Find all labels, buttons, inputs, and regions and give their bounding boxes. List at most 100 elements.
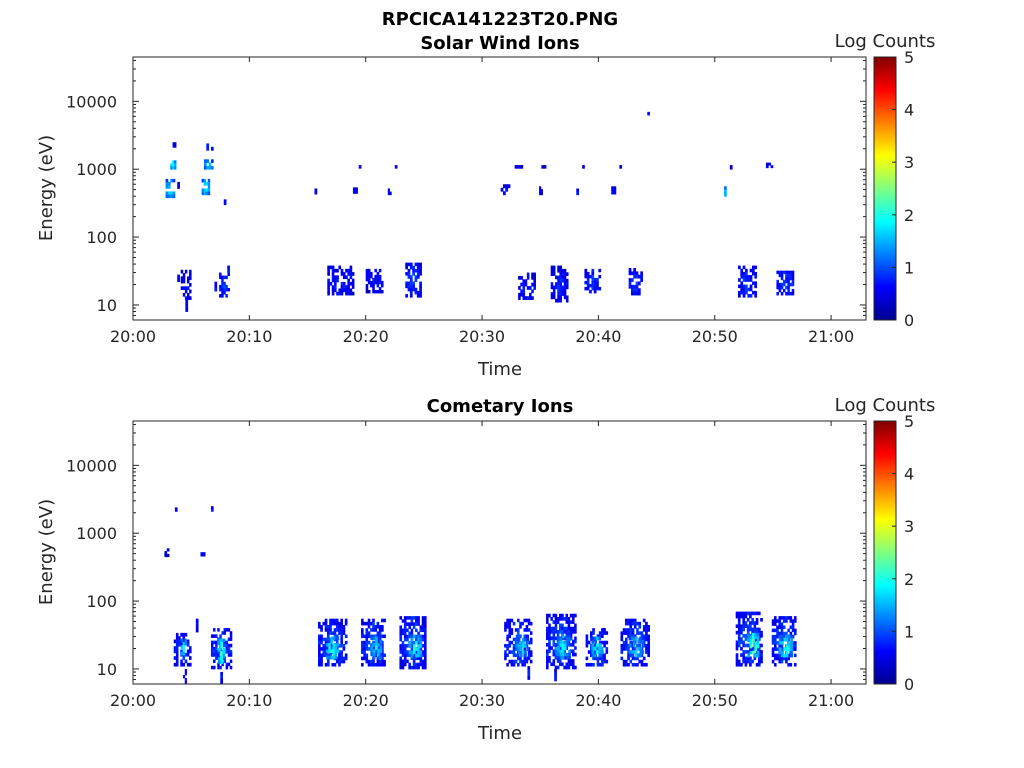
data-cell [214, 284, 218, 289]
data-cell [790, 653, 794, 658]
data-cell [640, 274, 644, 279]
data-cell [500, 187, 504, 192]
data-cell [793, 644, 797, 648]
data-cell [627, 631, 630, 635]
data-cell [751, 271, 755, 276]
data-cell [367, 271, 371, 276]
data-cell [591, 271, 595, 276]
data-cell [383, 618, 386, 623]
data-cell [749, 294, 753, 298]
data-cell [559, 626, 562, 631]
data-cell [622, 659, 626, 664]
data-cell [620, 650, 624, 654]
data-patch [628, 268, 644, 296]
data-cell [334, 646, 338, 650]
data-cell [569, 620, 573, 624]
data-cell [740, 640, 743, 645]
data-cell [603, 640, 606, 645]
data-cell [598, 662, 602, 667]
data-cell [793, 619, 797, 623]
data-cell [791, 276, 795, 281]
data-cell [524, 296, 528, 300]
data-cell [755, 630, 759, 635]
data-cell [751, 635, 755, 640]
data-cell [375, 642, 378, 647]
data-cell [166, 553, 170, 558]
data-cell [589, 274, 592, 279]
data-cell [349, 288, 353, 293]
data-cell [167, 191, 171, 195]
data-cell [522, 637, 525, 642]
data-cell [539, 186, 542, 190]
data-cell [636, 644, 639, 648]
data-cell [506, 644, 509, 648]
data-cell [755, 646, 759, 651]
data-cell [379, 649, 383, 654]
data-cell [409, 290, 413, 295]
data-cell [596, 280, 599, 285]
data-cell [367, 662, 371, 667]
data-cell [352, 190, 356, 194]
data-cell [546, 636, 549, 641]
data-cell [186, 662, 190, 667]
data-cell [523, 628, 527, 632]
data-cell [220, 654, 223, 658]
data-cell [552, 268, 556, 273]
y-tick-label: 100 [86, 592, 117, 611]
data-cell [215, 650, 218, 654]
data-cell [324, 640, 328, 645]
data-cell [515, 644, 519, 648]
data-cell [737, 637, 741, 641]
data-cell [173, 649, 177, 654]
data-cell [630, 278, 634, 282]
data-patch [180, 269, 192, 300]
data-cell [229, 659, 233, 664]
data-cell [647, 650, 650, 654]
data-cell [557, 640, 561, 645]
data-cell [593, 653, 597, 658]
data-cell [561, 623, 564, 628]
data-cell [522, 292, 526, 297]
data-cell [345, 275, 348, 280]
data-cell [773, 644, 777, 648]
data-cell [760, 659, 763, 664]
data-cell [175, 652, 179, 657]
x-axis-label: Time [477, 723, 522, 744]
data-cell [408, 625, 411, 629]
data-cell [334, 655, 338, 660]
data-cell [548, 659, 551, 663]
data-cell [787, 270, 790, 275]
data-cell [783, 647, 787, 652]
colorbar-gradient [873, 420, 897, 685]
data-cell [523, 618, 527, 623]
data-cell [412, 665, 416, 670]
data-cell [182, 641, 185, 646]
data-cell [627, 662, 630, 667]
data-cell [320, 628, 323, 632]
data-cell [185, 302, 189, 306]
data-cell [342, 625, 346, 629]
data-cell [335, 640, 339, 645]
data-cell [347, 278, 350, 283]
data-cell [349, 265, 353, 270]
data-cell [188, 649, 192, 654]
data-cell [591, 280, 595, 285]
data-cell [331, 621, 335, 626]
data-cell [324, 618, 328, 623]
data-cell [344, 653, 348, 658]
data-cell [557, 637, 561, 642]
data-cell [410, 628, 414, 633]
data-cell [561, 655, 565, 660]
data-cell [563, 652, 567, 657]
data-cell [320, 640, 323, 645]
data-cell [742, 634, 746, 638]
data-cell [630, 291, 634, 296]
data-cell [421, 622, 425, 626]
data-cell [782, 279, 786, 284]
data-cell [188, 656, 192, 660]
data-cell [419, 628, 423, 633]
data-cell [749, 284, 753, 289]
data-cell [628, 268, 632, 272]
data-cell [574, 646, 577, 650]
data-cell [417, 665, 420, 670]
